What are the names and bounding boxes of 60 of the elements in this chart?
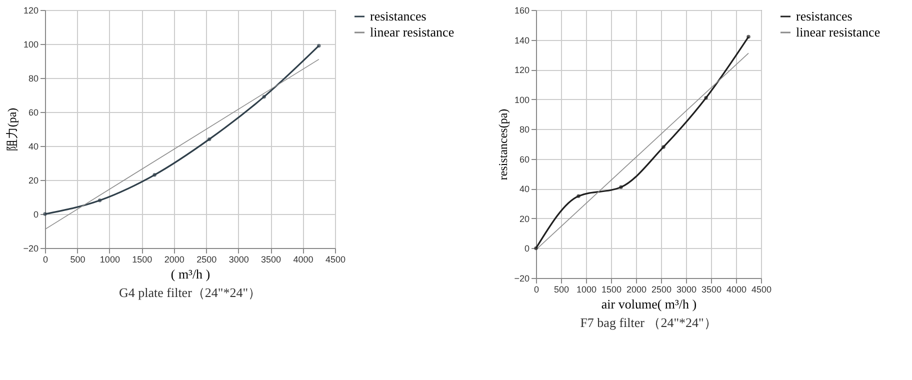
y-tick-label: 60: [519, 154, 530, 164]
x-tick-label: 0: [42, 254, 48, 264]
point: [262, 94, 266, 99]
y-tick-label: 40: [28, 142, 38, 152]
y-tick-label: 20: [28, 176, 38, 186]
x-tick-label: 4500: [325, 254, 346, 264]
y-tick-label: 120: [514, 65, 530, 76]
x-tick-label: 2000: [626, 284, 647, 294]
point: [662, 145, 666, 149]
x-tick-label: 1500: [601, 284, 622, 294]
y-tick-label: 100: [514, 94, 530, 105]
y-tick-label: 120: [23, 6, 38, 16]
point: [317, 44, 321, 48]
point: [576, 194, 580, 198]
x-axis-title: ( m³/h ): [170, 266, 210, 282]
text: G4 plate filter（24"*24"）: [118, 285, 262, 300]
x-tick-label: 4500: [751, 284, 772, 294]
x-tick-label: 2000: [164, 254, 184, 264]
y-axis-title: 阻力(pa): [5, 108, 20, 152]
point: [704, 96, 708, 100]
legend-label: resistances: [796, 8, 852, 24]
y-tick-label: 80: [519, 124, 530, 135]
y-tick-label: −20: [23, 244, 38, 254]
y-tick-label: 40: [519, 184, 530, 194]
x-axis-title: air volume( m³/h ): [601, 296, 697, 312]
point: [619, 185, 623, 190]
y-tick-label: 60: [28, 108, 38, 118]
point: [98, 198, 102, 202]
x-tick-label: 3000: [228, 254, 249, 264]
legend-label: resistances: [370, 8, 426, 24]
text: F7 bag filter （24"*24"）: [580, 315, 717, 330]
x-tick-label: 4000: [293, 254, 314, 264]
y-tick-label: 160: [514, 6, 530, 16]
y-tick-label: 0: [524, 244, 530, 254]
x-tick-label: 4000: [726, 284, 747, 294]
x-tick-label: 500: [70, 254, 86, 264]
legend-label: linear resistance: [796, 24, 880, 40]
y-axis-title: resistances(pa): [496, 108, 510, 180]
point: [746, 34, 750, 39]
legend-label: linear resistance: [370, 24, 454, 40]
x-tick-label: 3500: [701, 284, 722, 294]
y-tick-label: 80: [28, 74, 38, 84]
x-tick-label: 1500: [132, 254, 152, 264]
point: [534, 246, 538, 250]
x-tick-label: 0: [534, 284, 540, 294]
point: [207, 137, 212, 142]
y-tick-label: −20: [514, 274, 530, 284]
y-tick-label: 100: [23, 40, 38, 50]
x-tick-label: 3000: [676, 284, 697, 294]
x-tick-label: 500: [554, 284, 570, 294]
y-tick-label: 140: [514, 35, 530, 46]
point: [43, 212, 47, 216]
y-tick-label: 0: [33, 210, 38, 220]
x-tick-label: 2500: [651, 284, 672, 294]
x-tick-label: 1000: [576, 284, 597, 294]
point: [152, 173, 156, 177]
x-tick-label: 1000: [100, 254, 120, 264]
x-tick-label: 3500: [261, 254, 282, 264]
x-tick-label: 2500: [196, 254, 217, 264]
y-tick-label: 20: [519, 214, 530, 224]
